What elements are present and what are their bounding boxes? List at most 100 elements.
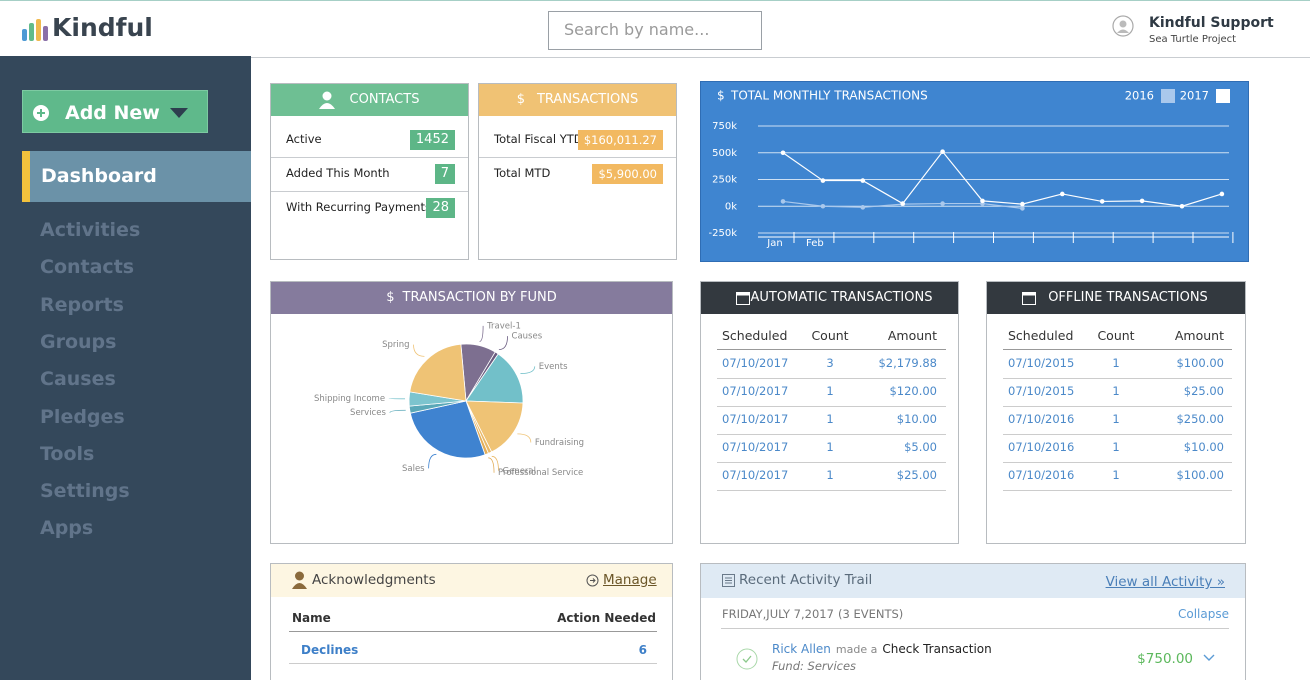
- nav-item[interactable]: Contacts: [40, 256, 135, 279]
- active-indicator: [22, 151, 30, 202]
- cell[interactable]: 07/10/2015: [1008, 356, 1075, 370]
- manage-link[interactable]: Manage: [603, 572, 657, 588]
- x-tick-label: Feb: [806, 238, 824, 249]
- nav-item[interactable]: Reports: [40, 293, 124, 316]
- data-point: [900, 201, 905, 206]
- cell: 1: [826, 384, 834, 398]
- cell[interactable]: 07/10/2017: [722, 384, 789, 398]
- header-divider: [717, 349, 946, 350]
- chevron: [1203, 654, 1215, 661]
- nav-item[interactable]: Causes: [40, 368, 116, 391]
- row-value: 1452: [409, 130, 455, 150]
- card-title: Acknowledgments: [312, 572, 436, 588]
- row-divider: [717, 406, 946, 407]
- pie-slice: [465, 353, 524, 404]
- data-point: [1139, 198, 1145, 204]
- cell: $5.00: [904, 440, 937, 454]
- card-header: $ TRANSACTIONS: [479, 84, 676, 116]
- row-divider: [717, 462, 946, 463]
- expand-icon[interactable]: [1203, 654, 1215, 662]
- entry-person[interactable]: Rick Allen: [772, 642, 831, 656]
- nav-item[interactable]: Tools: [40, 442, 95, 465]
- header-divider: [251, 57, 1310, 58]
- caret-icon: [170, 108, 188, 118]
- column-header: Amount: [1174, 328, 1224, 343]
- cell[interactable]: 07/10/2016: [1008, 440, 1075, 454]
- pie-label: Sales: [402, 464, 425, 474]
- collapse-link[interactable]: Collapse: [1178, 607, 1229, 621]
- cell[interactable]: 07/10/2017: [722, 440, 789, 454]
- data-point: [860, 178, 866, 183]
- leader-line: [428, 453, 437, 469]
- cell[interactable]: 07/10/2017: [722, 412, 789, 426]
- data-point: [1020, 206, 1025, 211]
- search-box[interactable]: Search by name...: [548, 11, 762, 50]
- y-tick-label: 250k: [712, 175, 737, 186]
- series-line: [782, 150, 1223, 207]
- line-chart: $ TOTAL MONTHLY TRANSACTIONS 750k 500k 250…: [709, 89, 1234, 249]
- add-new-button[interactable]: Add New: [22, 90, 208, 133]
- row-divider: [1003, 462, 1232, 463]
- row-label: Added This Month: [286, 166, 390, 180]
- cell[interactable]: 07/10/2015: [1008, 384, 1075, 398]
- cell: $10.00: [896, 412, 937, 426]
- card-header: Acknowledgments Manage: [271, 564, 672, 597]
- pie-label: Fundraising: [535, 438, 584, 448]
- pie-label: Spring: [382, 340, 409, 350]
- pie-label: Professional Service: [498, 468, 583, 478]
- y-tick-label: 500k: [712, 148, 737, 159]
- user-name[interactable]: Kindful Support: [1149, 15, 1274, 31]
- fund-chart-card: $ TRANSACTION BY FUND Travel-1 Causes Event…: [270, 281, 673, 544]
- entry-fund: Fund: Services: [772, 659, 857, 673]
- nav-item[interactable]: Activities: [40, 219, 141, 241]
- data-point: [1179, 203, 1185, 209]
- legend-label: 2016: [1125, 89, 1154, 103]
- nav-item[interactable]: Groups: [40, 330, 117, 353]
- card-title: TRANSACTIONS: [536, 92, 639, 107]
- row-label: Total MTD: [494, 166, 551, 180]
- row-divider: [271, 157, 468, 158]
- cell[interactable]: 07/10/2016: [1008, 412, 1075, 426]
- row-divider: [289, 663, 657, 664]
- column-header: Name: [292, 611, 331, 625]
- leader-line: [389, 409, 406, 413]
- plus-sign: [37, 109, 45, 117]
- cell[interactable]: 07/10/2016: [1008, 468, 1075, 482]
- data-point: [820, 178, 826, 183]
- nav-active[interactable]: Dashboard: [22, 151, 251, 202]
- data-point: [1219, 191, 1225, 197]
- row-divider: [1003, 378, 1232, 379]
- view-all-link[interactable]: View all Activity »: [1105, 574, 1225, 590]
- legend-label: 2017: [1180, 89, 1209, 103]
- row-divider: [717, 378, 946, 379]
- cell: 1: [1112, 356, 1120, 370]
- avatar-head: [1119, 20, 1127, 28]
- nav-item[interactable]: Pledges: [40, 405, 125, 428]
- status-icon: [736, 648, 758, 670]
- row-divider: [1003, 434, 1232, 435]
- entry-amount: $750.00: [1137, 651, 1193, 667]
- cell[interactable]: 07/10/2017: [722, 468, 789, 482]
- icon-head: [295, 571, 304, 581]
- row-divider: [1003, 406, 1232, 407]
- nav-item[interactable]: Settings: [40, 480, 130, 503]
- data-point: [780, 199, 786, 204]
- data-point: [820, 203, 826, 209]
- cell: 1: [1112, 412, 1120, 426]
- offline-card: OFFLINE TRANSACTIONS Scheduled Count Amoun…: [986, 281, 1246, 544]
- leader-line: [488, 457, 495, 473]
- cell: $100.00: [1176, 356, 1224, 370]
- column-header: Amount: [887, 328, 937, 343]
- icon-circle: [586, 574, 599, 587]
- cell: 1: [1112, 384, 1120, 398]
- leader-line: [491, 455, 499, 471]
- add-new-label: Add New: [65, 102, 160, 124]
- row-name[interactable]: Declines: [301, 643, 359, 657]
- cell: 1: [1112, 468, 1120, 482]
- cell[interactable]: 07/10/2017: [722, 356, 789, 370]
- acknowledgments-card: Acknowledgments Manage Name Action Needed…: [270, 563, 673, 680]
- calendar-icon: [736, 292, 750, 305]
- cell: 1: [826, 412, 834, 426]
- nav-item[interactable]: Apps: [40, 517, 94, 540]
- logo-bar: [36, 19, 41, 41]
